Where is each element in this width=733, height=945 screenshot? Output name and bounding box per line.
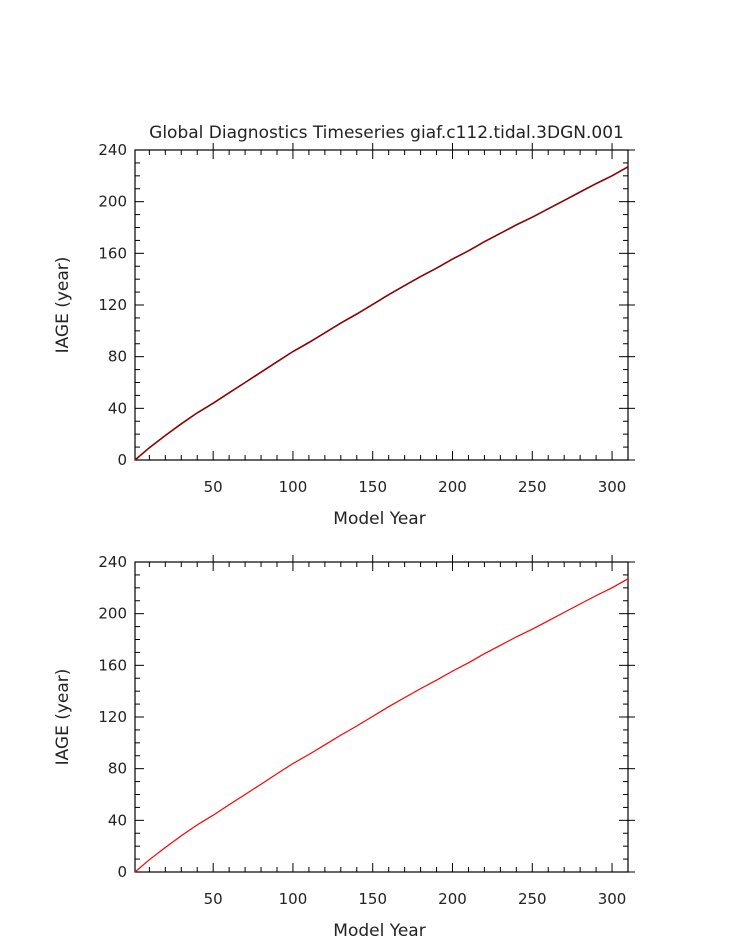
plot-frame	[134, 561, 629, 873]
y-tick-label: 120	[98, 296, 127, 314]
x-tick-label: 300	[598, 890, 627, 908]
chart-panel-1: Global Diagnostics Timeseries giaf.c112.…	[53, 123, 635, 529]
y-tick-label: 80	[108, 348, 127, 366]
x-tick-label: 50	[204, 478, 223, 496]
y-tick-label: 0	[117, 451, 127, 469]
x-tick-label: 200	[438, 478, 467, 496]
y-tick-label: 40	[108, 811, 127, 829]
series-line-1	[134, 578, 629, 873]
y-tick-label: 40	[108, 399, 127, 417]
y-tick-label: 80	[108, 760, 127, 778]
y-tick-label: 200	[98, 193, 127, 211]
x-tick-label: 250	[518, 478, 547, 496]
x-tick-label: 50	[204, 890, 223, 908]
y-tick-label: 0	[117, 863, 127, 881]
y-tick-label: 240	[98, 141, 127, 159]
x-tick-label: 200	[438, 890, 467, 908]
x-axis-label: Model Year	[333, 921, 425, 941]
y-axis-label: IAGE (year)	[53, 257, 73, 354]
y-axis-label: IAGE (year)	[53, 669, 73, 766]
x-axis-label: Model Year	[333, 509, 425, 529]
y-tick-label: 240	[98, 553, 127, 571]
series-line-1	[134, 166, 629, 461]
x-tick-label: 100	[279, 890, 308, 908]
x-tick-label: 250	[518, 890, 547, 908]
x-tick-label: 150	[358, 478, 387, 496]
y-tick-label: 160	[98, 244, 127, 262]
chart-title: Global Diagnostics Timeseries giaf.c112.…	[149, 123, 624, 143]
plot-frame	[134, 149, 629, 461]
y-tick-label: 160	[98, 656, 127, 674]
chart-panel-2: 50 100 150 200 250 300 0 40 80 120 160 200 240 Model …	[53, 553, 635, 941]
x-tick-label: 150	[358, 890, 387, 908]
y-tick-label: 200	[98, 605, 127, 623]
x-tick-label: 100	[279, 478, 308, 496]
y-tick-label: 120	[98, 708, 127, 726]
x-tick-label: 300	[598, 478, 627, 496]
